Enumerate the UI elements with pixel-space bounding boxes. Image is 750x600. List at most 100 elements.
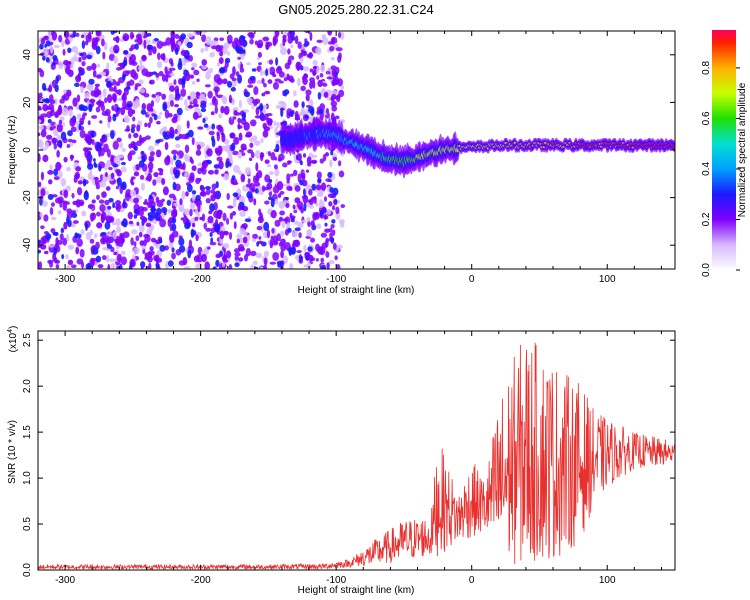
- spectrogram-noise-mark: [58, 60, 64, 70]
- spectrogram-noise-blob: [242, 236, 248, 244]
- spectrogram-noise-mark: [117, 241, 124, 247]
- spectrogram-noise-blob: [169, 85, 175, 92]
- spectrogram-noise-blob: [162, 103, 168, 112]
- spectrogram-noise-blob: [259, 102, 264, 112]
- spectrogram-noise-mark: [138, 65, 143, 71]
- spectrogram-noise-blob: [191, 222, 196, 228]
- spectrogram-noise-mark: [38, 67, 43, 73]
- spectrogram-noise-blob: [215, 253, 222, 259]
- spectrogram-noise-blob: [53, 247, 58, 255]
- spectrogram-noise-blob: [84, 133, 88, 138]
- spectrogram-noise-mark: [60, 177, 67, 187]
- spectrogram-noise-blob: [141, 155, 146, 163]
- spectrogram-noise-mark: [241, 230, 248, 236]
- spectrogram-noise-blob: [224, 57, 231, 64]
- spectrogram-noise-mark: [318, 200, 325, 209]
- spectrogram-noise-mark: [137, 156, 142, 160]
- spectrogram-noise-mark: [227, 150, 233, 156]
- spectrogram-noise-blob: [232, 66, 236, 76]
- spectrogram-noise-blob: [255, 162, 259, 172]
- spectrogram-noise-blob: [185, 191, 189, 197]
- spectrogram-noise-blob: [231, 142, 236, 152]
- spectrogram-noise-blob: [75, 166, 82, 172]
- spectrogram-noise-mark: [113, 56, 119, 64]
- spectrogram-noise-mark: [268, 59, 274, 65]
- spectrogram-noise-blob: [104, 171, 108, 178]
- spectrogram-noise-mark: [307, 229, 312, 237]
- spectrogram-noise-mark: [158, 70, 164, 77]
- spectrogram-noise-mark: [184, 171, 190, 177]
- spectrogram-noise-blob: [154, 254, 160, 263]
- spectrogram-noise-mark: [246, 97, 253, 104]
- spectrogram-noise-blob: [100, 231, 107, 236]
- spectrogram-noise-mark: [205, 197, 211, 204]
- spectrogram-noise-mark: [110, 262, 116, 269]
- spectrogram-noise-mark: [339, 119, 346, 123]
- spectrogram-noise-mark: [273, 164, 278, 170]
- spectrogram-noise-mark: [115, 204, 122, 210]
- spectrogram-noise-blob: [169, 126, 175, 135]
- spectrogram-noise-mark: [267, 150, 272, 157]
- spectrogram-noise-mark: [197, 202, 201, 211]
- spectrogram-noise-mark: [269, 66, 276, 76]
- spectrogram-noise-blob: [282, 35, 287, 39]
- spectrogram-noise-blob: [233, 110, 238, 116]
- spectrogram-noise-mark: [209, 241, 217, 246]
- spectrogram-noise-blob: [121, 93, 127, 102]
- spectrogram-noise-mark: [86, 83, 92, 90]
- spectrogram-noise-blob: [79, 52, 84, 57]
- spectrogram-noise-mark: [320, 257, 325, 263]
- spectrogram-noise-blob: [263, 264, 267, 269]
- spectrogram-noise-blob: [126, 81, 131, 89]
- spectrogram-noise-mark: [315, 243, 320, 252]
- spectrogram-noise-mark: [61, 40, 65, 48]
- x-tick-label: -300: [55, 274, 75, 285]
- spectrogram-noise-mark: [231, 79, 237, 88]
- spectrogram-noise-blob: [195, 149, 202, 156]
- spectrogram-noise-blob: [237, 74, 243, 84]
- spectrogram-noise-mark: [47, 31, 52, 38]
- spectrogram-noise-mark: [95, 31, 100, 36]
- spectrogram-noise-blob: [237, 117, 242, 124]
- spectrogram-noise-mark: [216, 156, 223, 162]
- spectrogram-noise-blob: [324, 222, 328, 227]
- spectrogram-noise-mark: [54, 97, 58, 105]
- spectrogram-noise-blob: [178, 245, 186, 253]
- spectrogram-noise-blob: [69, 117, 76, 127]
- spectrogram-noise-blob: [185, 132, 190, 137]
- spectrogram-noise-blob: [219, 230, 225, 240]
- spectrogram-noise-mark: [226, 192, 230, 201]
- spectrogram-noise-blob: [191, 165, 197, 172]
- spectrogram-noise-mark: [61, 95, 66, 100]
- spectrogram-noise-mark: [96, 211, 101, 217]
- spectrogram-noise-mark: [228, 263, 233, 269]
- spectrogram-noise-blob: [206, 151, 210, 155]
- colorbar-tick-label: 0.4: [701, 162, 712, 176]
- spectrogram-noise-mark: [159, 218, 167, 228]
- spectrogram-noise-mark: [261, 77, 265, 85]
- spectrogram-noise-mark: [194, 208, 199, 215]
- spectrogram-noise-mark: [57, 209, 62, 215]
- spectrogram-noise-blob: [278, 216, 284, 222]
- spectrogram-noise-blob: [153, 212, 159, 218]
- x-tick-label: 100: [599, 274, 616, 285]
- spectrogram-noise-blob: [87, 204, 94, 209]
- spectrogram-noise-mark: [222, 212, 227, 222]
- spectrogram-noise-blob: [87, 163, 94, 170]
- spectrogram-noise-blob: [140, 266, 144, 269]
- spectrogram-noise-blob: [248, 157, 253, 161]
- spectrogram-noise-blob: [129, 47, 133, 52]
- spectrogram-noise-blob: [155, 139, 161, 144]
- spectrogram-noise-blob: [215, 44, 222, 52]
- spectrogram-noise-mark: [209, 51, 216, 58]
- spectrogram-noise-blob: [259, 212, 264, 221]
- spectrogram-noise-mark: [80, 228, 85, 235]
- spectrogram-noise-mark: [76, 238, 83, 247]
- spectrogram-noise-blob: [159, 244, 166, 252]
- spectrogram-noise-blob: [262, 130, 269, 138]
- spectrogram-noise-blob: [160, 53, 165, 60]
- spectrogram-noise-blob: [332, 187, 339, 196]
- spectrogram-noise-mark: [310, 154, 318, 158]
- spectrogram-noise-blob: [112, 114, 117, 122]
